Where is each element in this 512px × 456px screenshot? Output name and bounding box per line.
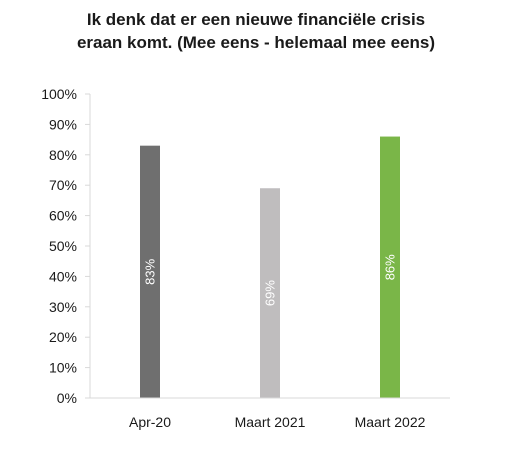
y-tick-label: 60% xyxy=(49,208,77,224)
y-tick-label: 30% xyxy=(49,299,77,315)
chart-title-line-1: Ik denk dat er een nieuwe financiële cri… xyxy=(86,10,426,29)
x-tick-label: Apr-20 xyxy=(129,414,171,430)
data-label: 83% xyxy=(143,258,158,284)
data-label: 69% xyxy=(263,280,278,306)
bar xyxy=(380,136,400,398)
bar xyxy=(260,188,280,398)
x-tick-label: Maart 2022 xyxy=(355,414,426,430)
y-tick-label: 10% xyxy=(49,360,77,376)
y-tick-label: 90% xyxy=(49,116,77,132)
y-axis: 0% 10% 20% 30% 40% 50% 60% 70% 80% 90% 100% xyxy=(41,86,91,406)
y-tick-label: 50% xyxy=(49,238,77,254)
chart-title: Ik denk dat er een nieuwe financiële cri… xyxy=(0,8,512,54)
y-tick-label: 40% xyxy=(49,268,77,284)
x-axis: Apr-20 Maart 2021 Maart 2022 xyxy=(90,397,450,430)
y-tick-label: 100% xyxy=(41,86,77,102)
data-label: 86% xyxy=(383,254,398,280)
y-tick-label: 20% xyxy=(49,329,77,345)
y-tick-label: 70% xyxy=(49,177,77,193)
bar xyxy=(140,145,160,398)
x-tick-label: Maart 2021 xyxy=(235,414,306,430)
y-tick-label: 0% xyxy=(57,390,77,406)
y-tick-label: 80% xyxy=(49,147,77,163)
chart-title-line-2: eraan komt. (Mee eens - helemaal mee een… xyxy=(76,33,436,52)
bars: 83% 69% 86% xyxy=(140,136,400,398)
